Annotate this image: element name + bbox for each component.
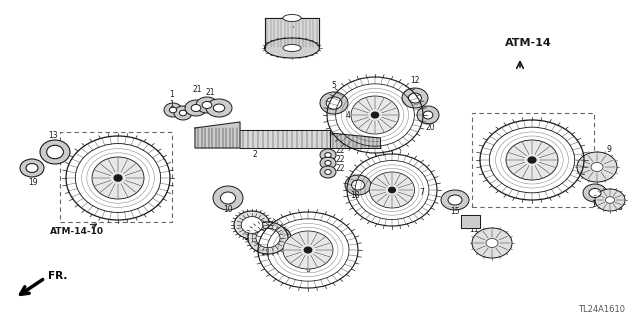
Ellipse shape (283, 14, 301, 21)
Ellipse shape (589, 189, 601, 197)
Ellipse shape (304, 247, 312, 253)
Ellipse shape (283, 231, 333, 269)
Ellipse shape (408, 93, 422, 103)
Ellipse shape (234, 211, 270, 239)
Polygon shape (240, 130, 330, 148)
Ellipse shape (174, 106, 192, 120)
Ellipse shape (369, 172, 415, 208)
Text: 16: 16 (243, 233, 253, 242)
Text: 2: 2 (253, 150, 257, 159)
Text: ATM-14-10: ATM-14-10 (50, 227, 104, 236)
Polygon shape (195, 122, 240, 148)
Text: 13: 13 (48, 131, 58, 140)
Ellipse shape (179, 110, 187, 116)
Ellipse shape (164, 103, 182, 117)
Ellipse shape (351, 96, 399, 134)
Ellipse shape (472, 228, 512, 258)
Ellipse shape (351, 180, 365, 190)
Ellipse shape (605, 197, 614, 203)
Text: ATM-14: ATM-14 (505, 38, 552, 48)
Ellipse shape (241, 217, 263, 234)
Ellipse shape (506, 140, 558, 180)
Ellipse shape (191, 105, 201, 112)
Ellipse shape (221, 192, 236, 204)
Text: 1: 1 (170, 90, 174, 99)
Text: 18: 18 (270, 245, 280, 254)
Text: FR.: FR. (48, 271, 67, 281)
Polygon shape (330, 133, 380, 148)
Ellipse shape (47, 145, 63, 159)
Ellipse shape (114, 175, 122, 181)
Ellipse shape (213, 186, 243, 210)
Ellipse shape (325, 152, 332, 157)
Ellipse shape (20, 159, 44, 177)
Ellipse shape (583, 184, 607, 202)
Text: 7: 7 (420, 188, 424, 197)
Text: 20: 20 (425, 123, 435, 132)
Text: 21: 21 (205, 88, 215, 97)
Text: 15: 15 (450, 207, 460, 216)
Ellipse shape (591, 162, 603, 172)
Ellipse shape (196, 97, 218, 113)
Ellipse shape (448, 195, 462, 205)
Ellipse shape (40, 140, 70, 164)
Ellipse shape (320, 166, 336, 178)
Text: 4: 4 (346, 111, 351, 120)
Ellipse shape (371, 112, 379, 118)
Text: 3: 3 (292, 18, 298, 27)
Text: 16: 16 (260, 248, 270, 257)
Text: TL24A1610: TL24A1610 (578, 306, 625, 315)
Text: 10: 10 (223, 205, 233, 214)
Ellipse shape (402, 88, 428, 108)
Ellipse shape (248, 222, 288, 254)
Text: 5: 5 (332, 81, 337, 90)
Text: 14: 14 (591, 200, 601, 209)
Ellipse shape (256, 228, 280, 248)
Ellipse shape (265, 227, 291, 247)
Text: 1: 1 (170, 100, 174, 109)
Ellipse shape (345, 175, 371, 195)
Ellipse shape (213, 104, 225, 112)
Text: 18: 18 (350, 191, 360, 200)
Text: 8: 8 (618, 203, 622, 212)
Ellipse shape (185, 100, 207, 116)
Ellipse shape (595, 189, 625, 211)
Ellipse shape (320, 149, 336, 161)
Ellipse shape (206, 99, 232, 117)
Ellipse shape (264, 38, 319, 58)
Ellipse shape (271, 232, 285, 242)
Polygon shape (461, 215, 480, 228)
Ellipse shape (325, 160, 332, 165)
Ellipse shape (202, 101, 212, 108)
Text: 12: 12 (410, 76, 420, 85)
Text: 9: 9 (607, 145, 611, 154)
Ellipse shape (441, 190, 469, 210)
Ellipse shape (26, 164, 38, 173)
Text: 22: 22 (336, 164, 346, 173)
Ellipse shape (388, 187, 396, 193)
Text: 6: 6 (305, 265, 310, 274)
Ellipse shape (325, 170, 332, 174)
Text: 19: 19 (28, 178, 38, 187)
Ellipse shape (326, 97, 342, 109)
Text: 22: 22 (336, 146, 346, 155)
Ellipse shape (283, 44, 301, 51)
Text: 21: 21 (192, 85, 202, 94)
Text: 17: 17 (492, 250, 502, 259)
Ellipse shape (320, 92, 348, 114)
Text: 11: 11 (469, 225, 479, 234)
Ellipse shape (320, 157, 336, 169)
Ellipse shape (170, 107, 177, 113)
Ellipse shape (417, 106, 439, 124)
Ellipse shape (577, 152, 617, 182)
Ellipse shape (486, 239, 498, 248)
Ellipse shape (92, 157, 144, 199)
Text: 22: 22 (336, 155, 346, 164)
Ellipse shape (423, 111, 433, 119)
Polygon shape (265, 18, 319, 48)
Ellipse shape (528, 157, 536, 163)
